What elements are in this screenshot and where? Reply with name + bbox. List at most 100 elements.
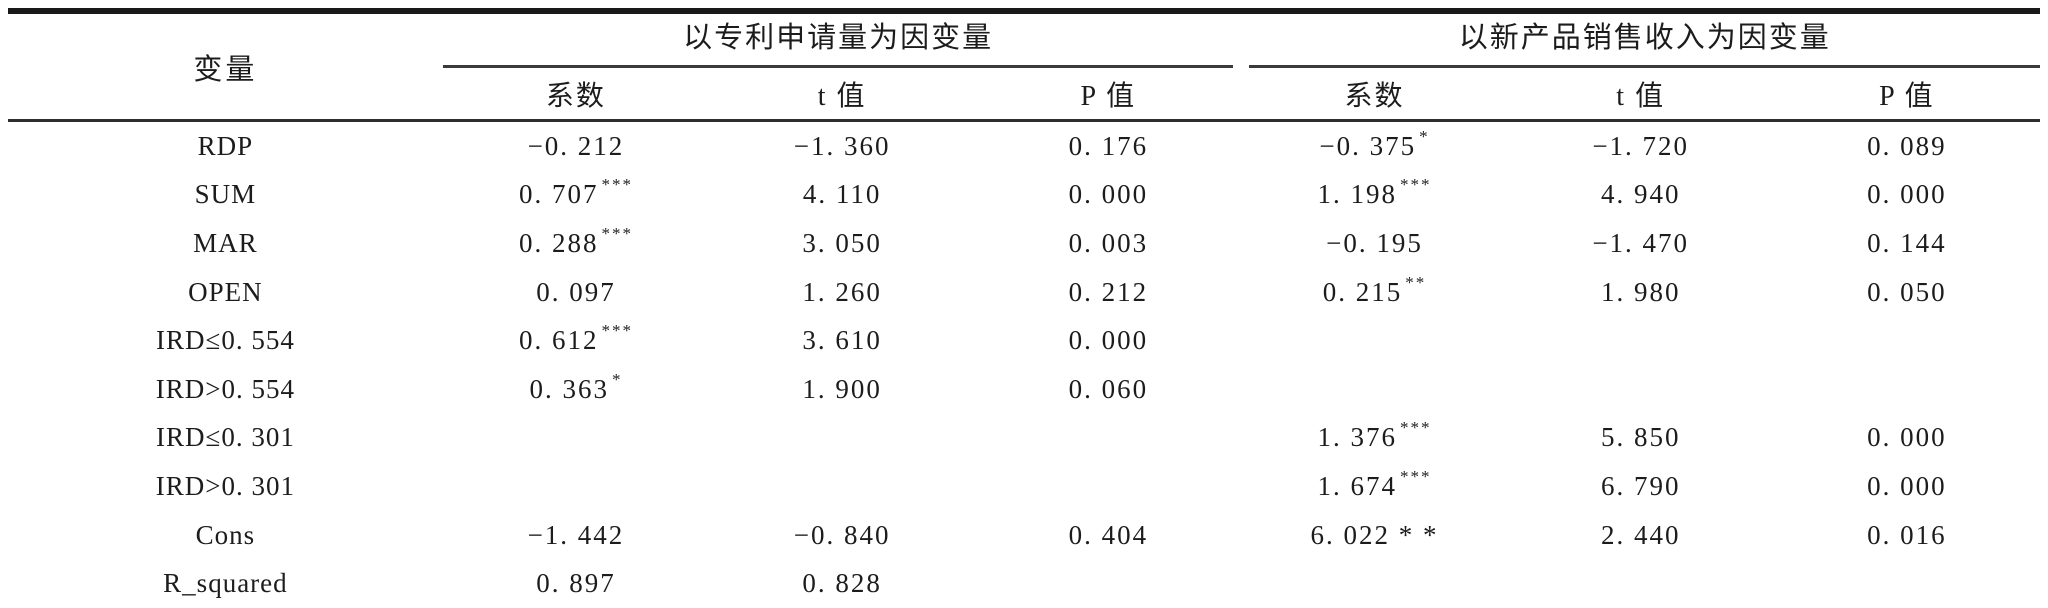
cell-value: 0. 363 (529, 373, 609, 404)
data-cell: 0. 212 (975, 268, 1241, 317)
variable-cell: IRD>0. 301 (155, 470, 296, 501)
cell-value: 0. 144 (1867, 227, 1947, 258)
data-cell: 6. 790 (1508, 462, 1774, 511)
cell-value: −1. 470 (1592, 227, 1690, 258)
cell-value: 5. 850 (1600, 422, 1681, 453)
group-header-patent: 以专利申请量为因变量 (442, 11, 1242, 68)
group-title-newproduct: 以新产品销售收入为因变量 (1249, 14, 2040, 68)
data-cell: 0. 003 (975, 219, 1241, 268)
cell-value: 3. 050 (802, 227, 882, 258)
data-cell: 0. 000 (975, 171, 1241, 220)
data-cell (1508, 316, 1774, 365)
data-cell: 0. 897 (443, 559, 709, 608)
cell-value: 0. 288 (518, 227, 599, 258)
data-cell: −1. 720 (1508, 121, 1774, 171)
data-cell: 1. 376 *** (1241, 414, 1507, 463)
data-cell (1508, 559, 1774, 608)
data-cell (975, 462, 1241, 511)
significance-stars: * (611, 369, 623, 389)
data-cell (709, 462, 975, 511)
data-cell: 0. 288 *** (443, 219, 709, 268)
group-header-row: 变量 以专利申请量为因变量 以新产品销售收入为因变量 (8, 11, 2040, 122)
cell-value: 0. 000 (1867, 470, 1947, 501)
data-cell: −0. 840 (709, 511, 975, 560)
variable-cell: MAR (193, 227, 258, 258)
cell-value: −0. 195 (1326, 227, 1423, 258)
data-cell: −0. 195 (1241, 219, 1507, 268)
cell-value: −1. 720 (1592, 130, 1690, 161)
variable-cell: RDP (197, 130, 254, 161)
data-cell: 0. 707 *** (443, 171, 709, 220)
table-row: IRD≤0. 301 1. 376 *** 5. 850 0. 000 (8, 414, 2040, 463)
variable-cell: SUM (194, 179, 257, 210)
cell-value: 1. 900 (802, 373, 882, 404)
cell-value: 0. 097 (536, 276, 616, 307)
data-cell: 1. 980 (1508, 268, 1774, 317)
data-cell: 0. 000 (1774, 414, 2040, 463)
data-cell (1241, 365, 1507, 414)
cell-value: −1. 442 (527, 519, 625, 550)
data-cell: 0. 000 (1774, 171, 2040, 220)
col-header-tvalue-1: t 值 (709, 68, 976, 122)
cell-value: 0. 000 (1867, 179, 1947, 210)
cell-value: 0. 003 (1068, 227, 1149, 258)
table-row: IRD≤0. 554 0. 612 *** 3. 610 0. 000 (8, 316, 2040, 365)
col-header-coef-2: 系数 (1241, 68, 1508, 122)
data-cell: 3. 610 (709, 316, 975, 365)
variable-cell: IRD≤0. 554 (156, 325, 295, 356)
data-cell: 0. 016 (1774, 511, 2040, 560)
table-row: Cons −1. 442 −0. 840 0. 404 6. 022 * * 2. 44… (8, 511, 2040, 560)
cell-value: 0. 897 (536, 568, 616, 599)
data-cell: 1. 198 *** (1241, 171, 1507, 220)
cell-value: 0. 215 (1322, 276, 1403, 307)
sub-header-row: 系数 t 值 P 值 系数 t 值 P 值 (8, 68, 2040, 122)
cell-value: 0. 060 (1068, 373, 1149, 404)
data-cell (1241, 559, 1507, 608)
data-cell (443, 462, 709, 511)
cell-value: 0. 707 (518, 179, 599, 210)
significance-stars: *** (1400, 175, 1432, 195)
significance-stars: ** (1405, 272, 1427, 292)
data-cell: 0. 363 * (443, 365, 709, 414)
cell-value: −1. 360 (793, 130, 891, 161)
data-cell: 1. 674 *** (1241, 462, 1507, 511)
table-row: RDP −0. 212 −1. 360 0. 176 −0. 375 * −1. 720 0… (8, 121, 2040, 171)
cell-value: 0. 828 (802, 568, 882, 599)
table-row: MAR 0. 288 *** 3. 050 0. 003 −0. 195 −1. 470 0… (8, 219, 2040, 268)
cell-value: −0. 212 (527, 130, 625, 161)
cell-value: −0. 375 (1319, 130, 1417, 161)
cell-value: −0. 840 (793, 519, 891, 550)
data-cell: 0. 060 (975, 365, 1241, 414)
data-cell (975, 559, 1241, 608)
cell-value: 0. 404 (1068, 519, 1149, 550)
data-cell: 0. 000 (1774, 462, 2040, 511)
significance-stars: *** (1400, 418, 1432, 438)
col-header-pvalue-2: P 值 (1773, 68, 2040, 122)
data-cell (1774, 316, 2040, 365)
cell-value: 1. 260 (802, 276, 882, 307)
data-cell: 0. 144 (1774, 219, 2040, 268)
table-row: SUM 0. 707 *** 4. 110 0. 000 1. 198 *** 4. 940… (8, 171, 2040, 220)
col-header-coef-1: 系数 (442, 68, 710, 122)
data-cell (1774, 559, 2040, 608)
col-header-pvalue-1: P 值 (975, 68, 1242, 122)
cell-value: 4. 940 (1600, 179, 1681, 210)
cell-value: 0. 212 (1068, 276, 1149, 307)
cell-value: 1. 674 (1317, 470, 1397, 501)
data-cell: 0. 000 (975, 316, 1241, 365)
variable-cell: IRD≤0. 301 (156, 422, 295, 453)
data-cell: 0. 176 (975, 121, 1241, 171)
significance-stars: *** (1400, 466, 1432, 486)
variable-cell: IRD>0. 554 (155, 373, 296, 404)
significance-stars: *** (601, 223, 633, 243)
data-cell: −0. 212 (443, 121, 709, 171)
data-cell: 0. 050 (1774, 268, 2040, 317)
cell-value: 3. 610 (802, 325, 882, 356)
significance-stars: *** (601, 321, 633, 341)
variable-column-header: 变量 (8, 11, 443, 122)
data-cell: 0. 404 (975, 511, 1241, 560)
table-row: IRD>0. 301 1. 674 *** 6. 790 0. 000 (8, 462, 2040, 511)
cell-value: 1. 980 (1600, 276, 1681, 307)
cell-value: 0. 016 (1867, 519, 1947, 550)
